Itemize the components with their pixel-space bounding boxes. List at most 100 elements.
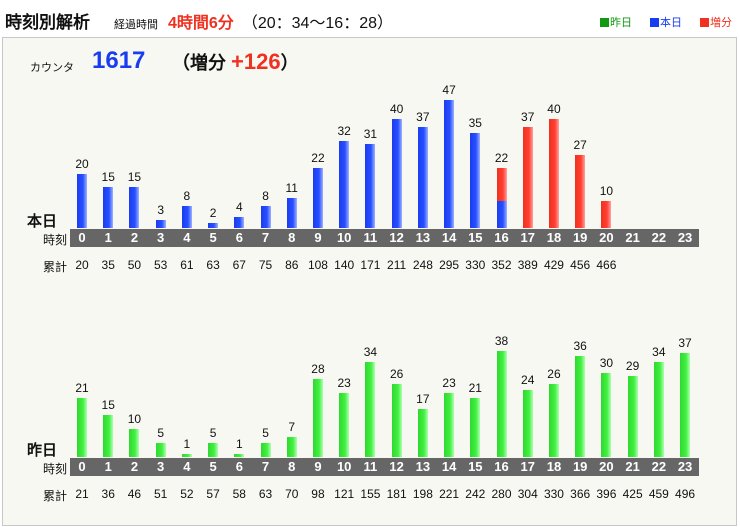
hour-tick-label: 20 <box>599 459 614 474</box>
bar-value-label: 8 <box>183 189 191 204</box>
cumulative-value: 396 <box>596 487 617 501</box>
bar <box>260 206 271 228</box>
bar-value-label: 10 <box>127 412 142 426</box>
bar-value-label: 3 <box>157 202 164 217</box>
cumulative-value: 21 <box>75 487 89 501</box>
bar <box>129 187 140 228</box>
cumulative-value: 70 <box>285 487 299 501</box>
bar-value-label: 34 <box>652 344 666 359</box>
bar <box>496 350 507 457</box>
hour-tick-label: 15 <box>468 459 483 474</box>
bar <box>391 119 402 228</box>
bar <box>155 443 166 457</box>
hour-tick-label: 4 <box>183 230 191 245</box>
hour-tick-label: 0 <box>78 459 86 474</box>
hour-tick-label: 23 <box>677 459 693 474</box>
hour-tick-label: 5 <box>209 230 217 245</box>
increment-prefix: （増分 <box>172 53 226 73</box>
bar-value-label: 23 <box>337 375 351 390</box>
cumulative-value: 98 <box>311 487 325 501</box>
increment-value: +126 <box>231 49 281 74</box>
hour-tick-label: 17 <box>520 230 535 245</box>
bar-value-label: 5 <box>262 426 269 440</box>
yesterday-cumulative-label: 累計 <box>43 489 68 503</box>
hour-tick-label: 7 <box>261 230 270 245</box>
hour-tick-label: 18 <box>546 459 562 474</box>
cumulative-value: 86 <box>285 258 299 272</box>
counter-value: 1617 <box>92 47 146 74</box>
bar <box>365 361 376 457</box>
cumulative-value: 429 <box>543 258 564 272</box>
bar <box>208 222 219 228</box>
cumulative-value: 53 <box>153 258 168 272</box>
cumulative-value: 295 <box>439 258 460 272</box>
hour-tick-label: 8 <box>288 230 296 245</box>
cumulative-value: 280 <box>491 487 512 501</box>
hour-tick-label: 19 <box>572 230 588 245</box>
legend-label: 増分 <box>710 17 732 29</box>
hour-tick-label: 21 <box>625 459 640 474</box>
bar <box>312 168 323 228</box>
bar <box>601 373 612 457</box>
page-title: 時刻別解析 <box>5 13 90 32</box>
cumulative-value: 155 <box>360 487 381 501</box>
cumulative-value: 58 <box>232 487 246 501</box>
bar-value-label: 5 <box>157 426 164 440</box>
hour-tick-label: 9 <box>314 230 322 245</box>
cumulative-value: 108 <box>307 258 328 272</box>
hour-tick-label: 6 <box>235 230 243 245</box>
cumulative-value: 242 <box>465 487 486 501</box>
bar <box>155 219 166 228</box>
cumulative-value: 330 <box>465 258 486 272</box>
bar <box>339 140 350 228</box>
hour-tick-label: 3 <box>157 230 165 245</box>
elapsed-time: 4時間6分 <box>168 15 234 32</box>
legend-today: 本日 <box>650 14 682 30</box>
bar-increment <box>548 119 559 228</box>
bar-value-label: 29 <box>625 358 640 373</box>
bar-value-label: 1 <box>183 437 191 452</box>
cumulative-value: 63 <box>258 487 273 501</box>
bar <box>417 127 428 228</box>
bar <box>260 443 271 457</box>
bar-value-label: 11 <box>285 181 298 196</box>
bar-increment <box>522 127 533 228</box>
hour-tick-label: 22 <box>651 230 667 245</box>
page-header: 時刻別解析 経過時間 4時間6分 （20：34〜16：28） <box>5 8 393 33</box>
bar <box>391 384 402 457</box>
bar-value-label: 22 <box>311 151 325 166</box>
bar-value-label: 38 <box>494 333 509 348</box>
hour-tick-label: 3 <box>157 459 165 474</box>
hour-tick-label: 22 <box>651 459 667 474</box>
bar-value-label: 2 <box>209 205 217 220</box>
bar-value-label: 47 <box>442 83 456 98</box>
cumulative-value: 459 <box>648 487 669 501</box>
hour-tick-label: 13 <box>415 459 431 474</box>
bar-increment <box>601 200 612 228</box>
yesterday-hour-axis: 0 1 2 3 4 5 6 7 8 9 10 11 12 13 14 15 16 17 18 19 20 21 22 23 <box>70 458 699 476</box>
bar <box>496 200 507 228</box>
cumulative-value: 389 <box>517 258 538 272</box>
bar-value-label: 15 <box>101 398 115 412</box>
cumulative-value: 121 <box>334 487 355 501</box>
hour-tick-label: 11 <box>363 459 378 474</box>
bar-value-label: 4 <box>235 200 243 215</box>
bar-increment <box>575 154 586 228</box>
hour-tick-label: 16 <box>494 230 509 245</box>
cumulative-value: 46 <box>127 487 142 501</box>
cumulative-value: 52 <box>180 487 194 501</box>
bar-value-label: 24 <box>521 372 535 387</box>
hour-tick-label: 20 <box>599 230 614 245</box>
cumulative-value: 51 <box>153 487 168 501</box>
hour-tick-label: 18 <box>546 230 562 245</box>
hour-tick-label: 12 <box>389 230 404 245</box>
cumulative-value: 50 <box>127 258 142 272</box>
bar-value-label: 28 <box>311 361 325 376</box>
hour-tick-label: 11 <box>363 230 378 245</box>
hour-tick-label: 0 <box>78 230 86 245</box>
increment-summary: （増分 +126） <box>172 49 299 75</box>
cumulative-value: 425 <box>622 487 643 501</box>
bar-value-label: 37 <box>416 110 430 125</box>
hour-tick-label: 10 <box>336 459 352 474</box>
bar-value-label: 40 <box>547 102 561 117</box>
